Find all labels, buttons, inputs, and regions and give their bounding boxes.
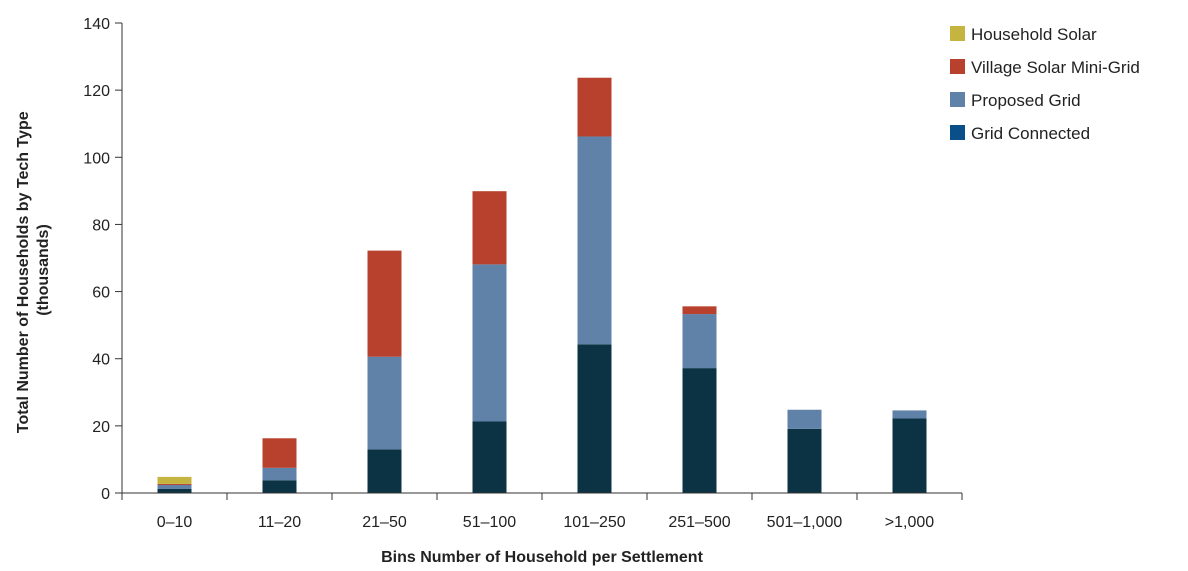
x-tick-label: 251–500 [668,514,730,531]
bar-segment-grid-connected [682,368,717,493]
y-tick-label: 140 [83,16,110,33]
y-axis-title: Total Number of Households by Tech Type … [15,107,52,433]
y-tick-label: 20 [92,419,110,436]
y-tick-label: 120 [83,83,110,100]
bar-segment-grid-connected [577,344,612,493]
bars-layer [157,77,927,493]
legend-label-proposed-grid: Proposed Grid [971,91,1081,110]
bar-segment-grid-connected [787,428,822,493]
bar-segment-village-solar-mini-grid [367,250,402,357]
bar-segment-proposed-grid [787,409,822,429]
x-tick-label: 0–10 [157,514,193,531]
y-tick-label: 80 [92,217,110,234]
bar-segment-proposed-grid [577,136,612,345]
bar-segment-village-solar-mini-grid [472,191,507,265]
y-tick-label: 60 [92,285,110,302]
x-tick-label: 101–250 [563,514,625,531]
legend-label-grid-connected: Grid Connected [971,124,1090,143]
y-axis-title-line-2: (thousands) [35,224,52,316]
bar-segment-proposed-grid [157,484,192,489]
x-tick-label: 501–1,000 [767,514,843,531]
x-ticks: 0–10 11–20 21–50 51–100 101–250 251–500 501–1,… [121,493,963,531]
legend-swatch-proposed-grid [950,92,965,107]
bar-segment-village-solar-mini-grid [682,306,717,315]
bar-segment-proposed-grid [682,314,717,369]
y-tick-label: 40 [92,352,110,369]
bar-segment-village-solar-mini-grid [157,483,192,485]
x-tick-label: 51–100 [463,514,516,531]
legend-label-village-solar-mini-grid: Village Solar Mini-Grid [971,58,1140,77]
x-tick-label: 21–50 [362,514,407,531]
y-tick-label: 100 [83,150,110,167]
x-tick-label: 11–20 [258,514,301,531]
legend-swatch-village-solar-mini-grid [950,59,965,74]
x-axis-title: Bins Number of Household per Settlement [381,549,703,566]
bar-segment-grid-connected [367,449,402,493]
x-tick-label: >1,000 [885,514,934,531]
bar-segment-grid-connected [892,418,927,493]
bar-segment-proposed-grid [892,410,927,419]
bar-segment-household-solar [157,476,192,484]
y-ticks: 0 20 40 60 80 100 120 140 [83,16,122,503]
legend-swatch-grid-connected [950,125,965,140]
y-tick-label: 0 [101,486,110,503]
bar-segment-proposed-grid [367,356,402,450]
y-axis-title-line-1: Total Number of Households by Tech Type [15,111,32,433]
bar-segment-proposed-grid [262,467,297,481]
axes-layer [121,23,962,494]
bar-segment-grid-connected [472,421,507,493]
legend: Household Solar Village Solar Mini-Grid Pr… [950,25,1140,143]
bar-segment-village-solar-mini-grid [262,438,297,468]
bar-segment-village-solar-mini-grid [577,77,612,137]
bar-segment-proposed-grid [472,264,507,422]
legend-swatch-household-solar [950,26,965,41]
bar-segment-grid-connected [262,480,297,493]
legend-label-household-solar: Household Solar [971,25,1097,44]
bar-segment-grid-connected [157,488,192,493]
